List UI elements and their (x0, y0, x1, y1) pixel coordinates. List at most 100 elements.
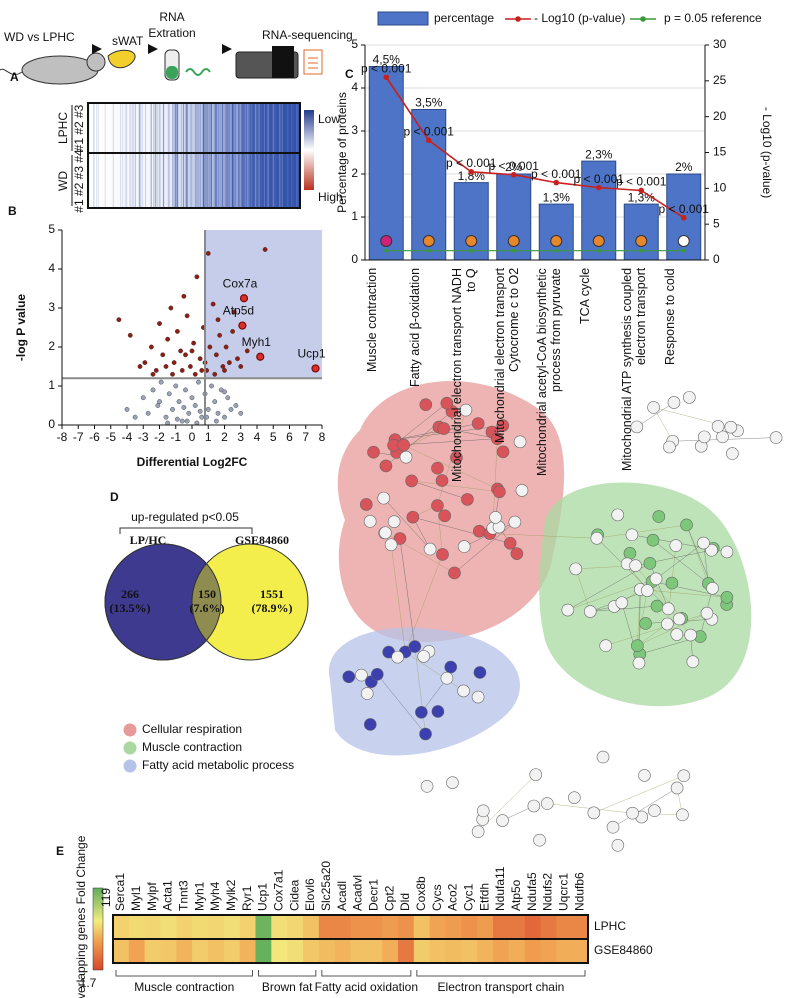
category-label: TCA cycle (577, 268, 592, 325)
heatmap-cell (398, 915, 415, 939)
legend-dot (640, 16, 646, 22)
network-node (360, 687, 374, 700)
network-legend-dot (123, 759, 137, 773)
network-node (726, 447, 739, 460)
point (228, 406, 234, 412)
point (170, 371, 175, 377)
network-node (665, 576, 679, 590)
line-point (638, 187, 645, 194)
y2-tick-label: 20 (713, 109, 727, 123)
x-tick-label: 7 (302, 430, 309, 444)
point (207, 344, 213, 350)
point (222, 389, 227, 395)
heatmap-cell (192, 939, 209, 963)
point (238, 410, 244, 416)
gene-label: Ndufa11 (493, 866, 507, 911)
venn-percent: (78.9%) (252, 601, 293, 615)
point (160, 352, 166, 358)
network-node (473, 666, 487, 679)
network-node (769, 431, 783, 444)
category-marker (635, 235, 648, 247)
category-marker (592, 235, 605, 247)
network-node (435, 474, 449, 487)
network-node (569, 562, 583, 576)
colorbar-min: 1.7 (80, 976, 97, 990)
heatmap-cell (524, 939, 541, 963)
network-node (440, 396, 454, 410)
network-edge (405, 651, 464, 692)
gene-label: Atp5o (509, 879, 523, 911)
network-edge (393, 438, 498, 446)
p-value-annotation: p < 0.001 (361, 61, 412, 75)
network-cluster (328, 627, 520, 756)
network-edge (605, 612, 708, 646)
heatmap-cell (350, 939, 367, 963)
y2-tick-label: 5 (713, 216, 720, 230)
network-node (625, 528, 639, 542)
schematic-step: RNA (159, 10, 184, 24)
heatmap-cell (508, 915, 525, 939)
venn-overlap (191, 544, 221, 660)
point (145, 410, 151, 416)
schematic-step: Extration (148, 26, 195, 40)
point (183, 352, 188, 358)
network-node (540, 797, 554, 810)
network-node (697, 536, 710, 550)
bar-value-label: 3,5% (415, 96, 443, 110)
network-edge (399, 538, 416, 647)
point (184, 418, 190, 424)
category-label: Mitochondrial acetyl-CoA biosynthetic pr… (535, 268, 563, 476)
network-node (590, 531, 604, 545)
p-value-annotation: p < 0.001 (659, 202, 710, 216)
network-node (503, 536, 517, 550)
network-node (493, 485, 506, 499)
network-node (647, 401, 660, 414)
schematic-step: sWAT (112, 34, 144, 48)
bar-value-label: 1,3% (543, 190, 571, 204)
line-point (384, 248, 389, 253)
y2-axis-label: - Log10 (p-value) (760, 107, 774, 198)
point (205, 406, 211, 412)
heatmap-cell (144, 939, 161, 963)
heatmap-cell (382, 939, 399, 963)
network-node (496, 419, 510, 432)
panel-label: C (345, 67, 354, 81)
network-legend-label: Muscle contraction (142, 740, 242, 754)
schematic-step: WD vs LPHC (4, 30, 75, 44)
y-tick-label: 5 (48, 222, 55, 236)
gene-label: Dld (398, 893, 412, 911)
bar (453, 182, 489, 261)
point-label: Cox7a (223, 276, 258, 290)
network-node (363, 718, 377, 731)
y-tick-label: 3 (48, 300, 55, 314)
point (223, 344, 229, 350)
network-node (631, 639, 644, 653)
gene-label: Cyc1 (461, 883, 475, 911)
network-node (457, 684, 470, 698)
gene-label: Ndufs2 (541, 873, 555, 911)
gene-label: Myl1 (129, 885, 143, 911)
network-node (436, 548, 449, 561)
point-label: Myh1 (242, 335, 272, 349)
gene-label: Myh4 (208, 881, 222, 911)
gene-label: Acadvl (351, 875, 365, 911)
gene-label: Slc25a20 (319, 861, 333, 911)
network-node (623, 547, 637, 560)
y2-tick-label: 25 (713, 73, 727, 87)
venn-percent: (7.6%) (190, 601, 225, 615)
heatmap-cell (160, 915, 177, 939)
bar (411, 109, 447, 261)
point (165, 336, 171, 342)
category-marker (677, 235, 690, 247)
heatmap-samples: #1 #2 #3 #4 (72, 149, 86, 213)
point (176, 399, 182, 404)
point (153, 367, 159, 373)
venn-percent: (13.5%) (110, 601, 151, 615)
network-node (711, 420, 725, 433)
network-node (440, 671, 454, 685)
network-node (437, 422, 451, 435)
heatmap-cell (144, 915, 161, 939)
line-point (425, 137, 432, 144)
heatmap-cell (160, 939, 177, 963)
